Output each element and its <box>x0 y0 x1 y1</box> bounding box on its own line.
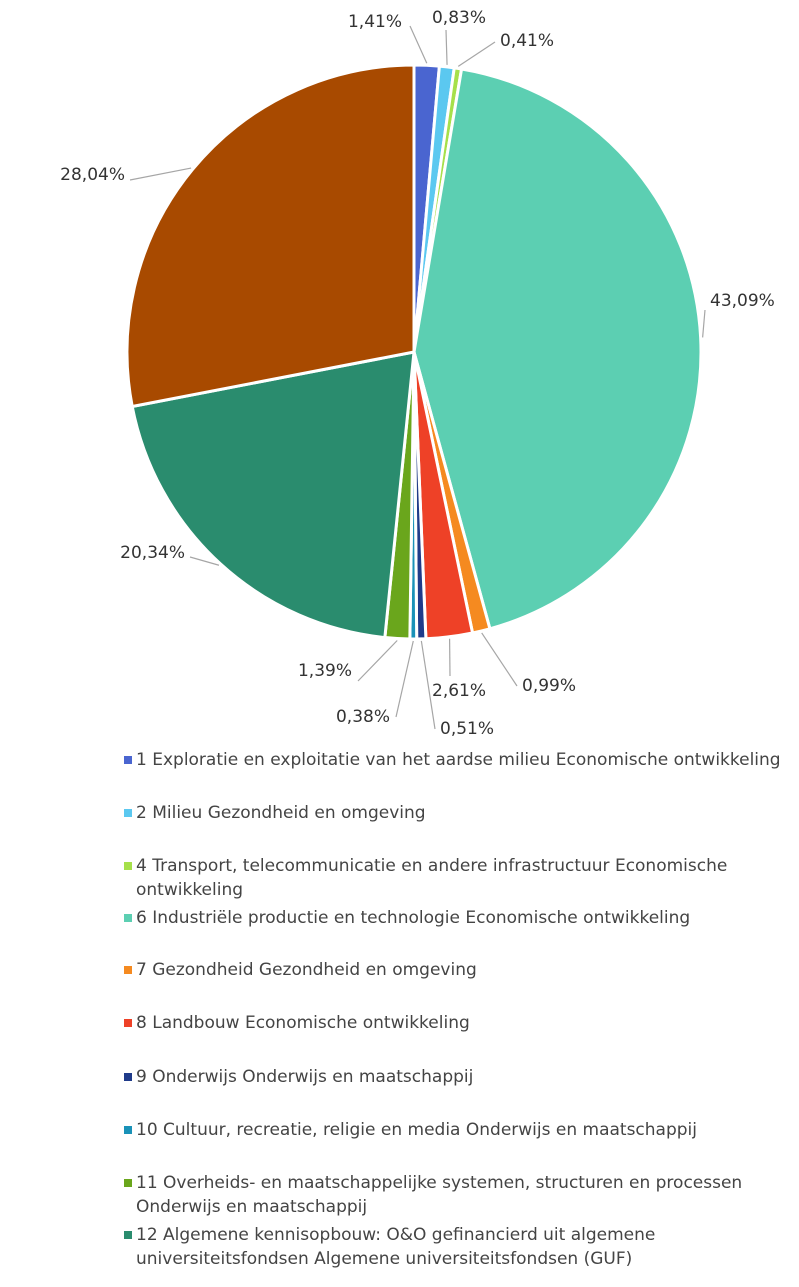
legend-swatch <box>124 1231 132 1239</box>
pie-slice <box>125 63 416 409</box>
legend-label: 10 Cultuur, recreatie, religie en media … <box>136 1120 697 1140</box>
legend-swatch <box>124 862 132 870</box>
leader-line <box>395 640 414 718</box>
legend-swatch <box>124 914 132 922</box>
legend-label: 9 Onderwijs Onderwijs en maatschappij <box>136 1067 474 1087</box>
pie-slice <box>412 67 703 631</box>
leader-line <box>457 41 496 67</box>
chart: 1,41% 0,83% 0,41% 43,09% 0,99% 2,61% 0,51% 0,38… <box>60 8 775 739</box>
data-label: 0,41% <box>500 31 554 51</box>
data-label: 28,04% <box>60 165 125 185</box>
leader-line <box>481 632 518 687</box>
leader-line <box>129 167 192 181</box>
data-label: 43,09% <box>710 291 775 311</box>
data-label: 0,83% <box>432 8 486 28</box>
legend-swatch <box>124 1179 132 1187</box>
data-label: 2,61% <box>432 681 486 701</box>
legend-label: 2 Milieu Gezondheid en omgeving <box>136 803 426 823</box>
legend-swatch <box>124 1019 132 1027</box>
legend-swatch <box>124 966 132 974</box>
legend-label: 12 Algemene kennisopbouw: O&O gefinancie… <box>136 1225 656 1269</box>
legend-swatch <box>124 1073 132 1081</box>
data-label: 20,34% <box>120 543 185 563</box>
leader-line <box>420 640 436 730</box>
leader-line <box>445 29 448 65</box>
legend-label: 1 Exploratie en exploitatie van het aard… <box>136 750 781 770</box>
legend-label: 7 Gezondheid Gezondheid en omgeving <box>136 960 477 980</box>
legend-swatch <box>124 809 132 817</box>
pie-slice <box>130 350 416 640</box>
legend-label: 8 Landbouw Economische ontwikkeling <box>136 1013 470 1033</box>
data-label: 0,99% <box>522 676 576 696</box>
legend-label: 4 Transport, telecommunicatie en andere … <box>136 856 728 900</box>
data-label: 1,39% <box>298 661 352 681</box>
leader-line <box>702 309 706 338</box>
data-label: 1,41% <box>348 12 402 32</box>
leader-line <box>357 640 398 682</box>
leader-line <box>409 25 428 64</box>
legend-label: 11 Overheids- en maatschappelijke system… <box>136 1173 743 1217</box>
leader-line <box>189 556 220 566</box>
data-label: 0,51% <box>440 719 494 739</box>
legend-swatch <box>124 1126 132 1134</box>
legend-label: 6 Industriële productie en technologie E… <box>136 908 691 928</box>
data-label: 0,38% <box>336 707 390 727</box>
legend-swatch <box>124 756 132 764</box>
